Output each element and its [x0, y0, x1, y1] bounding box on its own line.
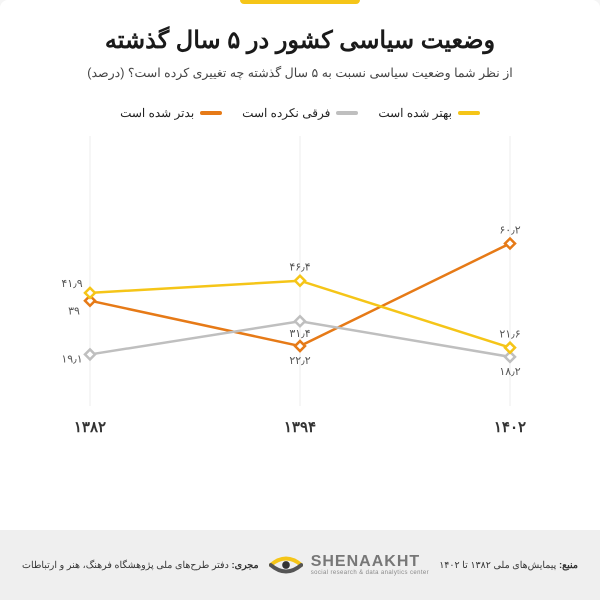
- point-nochange-1: [295, 316, 305, 326]
- value-label: ۲۲٫۲: [289, 355, 310, 367]
- legend-item-nochange: فرقی نکرده است: [242, 106, 358, 120]
- point-better-2: [505, 343, 515, 353]
- chart-area: ۳۹ ۲۲٫۲ ۶۰٫۲ ۱۹٫۱ ۳۱٫۴ ۱۸٫۲ ۴۱٫۹ ۴۶٫۴ ۲۱٫۶ ۱۳۸۲ ۱۳…: [0, 126, 600, 446]
- chart-title: وضعیت سیاسی کشور در ۵ سال گذشته: [30, 26, 570, 55]
- point-worse-2: [505, 238, 515, 248]
- x-axis-label: ۱۳۸۲: [74, 419, 106, 436]
- brand: SHENAAKHT social research & data analyti…: [269, 552, 429, 578]
- executor-text: مجری: دفتر طرح‌های ملی پژوهشگاه فرهنگ، ه…: [22, 560, 259, 571]
- line-chart: ۳۹ ۲۲٫۲ ۶۰٫۲ ۱۹٫۱ ۳۱٫۴ ۱۸٫۲ ۴۱٫۹ ۴۶٫۴ ۲۱٫۶ ۱۳۸۲ ۱۳…: [30, 126, 570, 446]
- value-label: ۶۰٫۲: [499, 224, 520, 236]
- point-better-0: [85, 288, 95, 298]
- value-label: ۱۸٫۲: [499, 366, 520, 378]
- point-worse-1: [295, 341, 305, 351]
- value-label: ۱۹٫۱: [61, 353, 82, 365]
- footer: منبع: پیمایش‌های ملی ۱۳۸۲ تا ۱۴۰۲ SHENAA…: [0, 530, 600, 600]
- value-label: ۲۱٫۶: [499, 329, 520, 341]
- point-better-1: [295, 276, 305, 286]
- value-label: ۳۱٫۴: [289, 328, 310, 340]
- brand-name: SHENAAKHT: [311, 554, 429, 570]
- brand-logo-icon: [269, 552, 303, 578]
- point-nochange-0: [85, 349, 95, 359]
- x-axis-label: ۱۴۰۲: [494, 419, 526, 436]
- value-label: ۳۹: [68, 306, 80, 318]
- brand-tagline: social research & data analytics center: [311, 570, 429, 576]
- legend-item-better: بهتر شده است: [378, 106, 480, 120]
- value-label: ۴۱٫۹: [61, 278, 82, 290]
- chart-subtitle: از نظر شما وضعیت سیاسی نسبت به ۵ سال گذش…: [30, 65, 570, 80]
- legend: بدتر شده است فرقی نکرده است بهتر شده است: [0, 106, 600, 120]
- legend-item-worse: بدتر شده است: [120, 106, 222, 120]
- value-label: ۴۶٫۴: [289, 262, 310, 274]
- infographic-card: وضعیت سیاسی کشور در ۵ سال گذشته از نظر ش…: [0, 0, 600, 600]
- x-axis-label: ۱۳۹۴: [284, 419, 316, 436]
- source-text: منبع: پیمایش‌های ملی ۱۳۸۲ تا ۱۴۰۲: [439, 560, 578, 571]
- top-accent-bar: [240, 0, 360, 4]
- header: وضعیت سیاسی کشور در ۵ سال گذشته از نظر ش…: [0, 0, 600, 90]
